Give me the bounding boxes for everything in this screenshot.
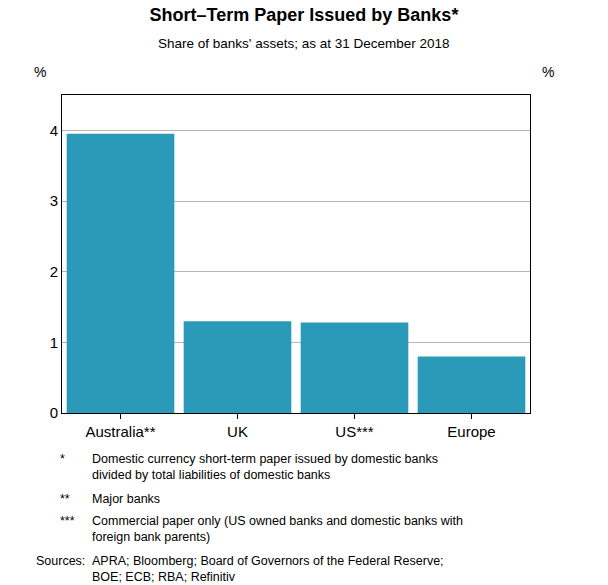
svg-text:Europe: Europe [447,423,495,440]
svg-text:Australia**: Australia** [85,423,155,440]
svg-text:*: * [60,452,65,466]
svg-text:Commercial paper only (US owne: Commercial paper only (US owned banks an… [92,514,463,544]
svg-text:4: 4 [50,122,58,139]
svg-text:1: 1 [50,334,58,351]
svg-text:**: ** [60,492,70,506]
svg-text:Sources:: Sources: [36,554,85,568]
svg-text:0: 0 [50,404,58,421]
svg-text:Short–Term Paper Issued by Ban: Short–Term Paper Issued by Banks* [150,5,459,25]
svg-text:2: 2 [50,263,58,280]
svg-text:3: 3 [50,192,58,209]
svg-text:Domestic currency short-term p: Domestic currency short-term paper issue… [92,452,438,482]
svg-text:%: % [542,64,554,80]
svg-text:UK: UK [227,423,248,440]
svg-text:***: *** [60,514,75,528]
svg-text:%: % [34,64,46,80]
svg-text:US***: US*** [335,423,374,440]
svg-text:APRA; Bloomberg; Board of Gove: APRA; Bloomberg; Board of Governors of t… [92,554,444,584]
svg-text:Share of banks' assets; as at: Share of banks' assets; as at 31 Decembe… [158,36,450,51]
svg-text:Major banks: Major banks [92,492,160,506]
